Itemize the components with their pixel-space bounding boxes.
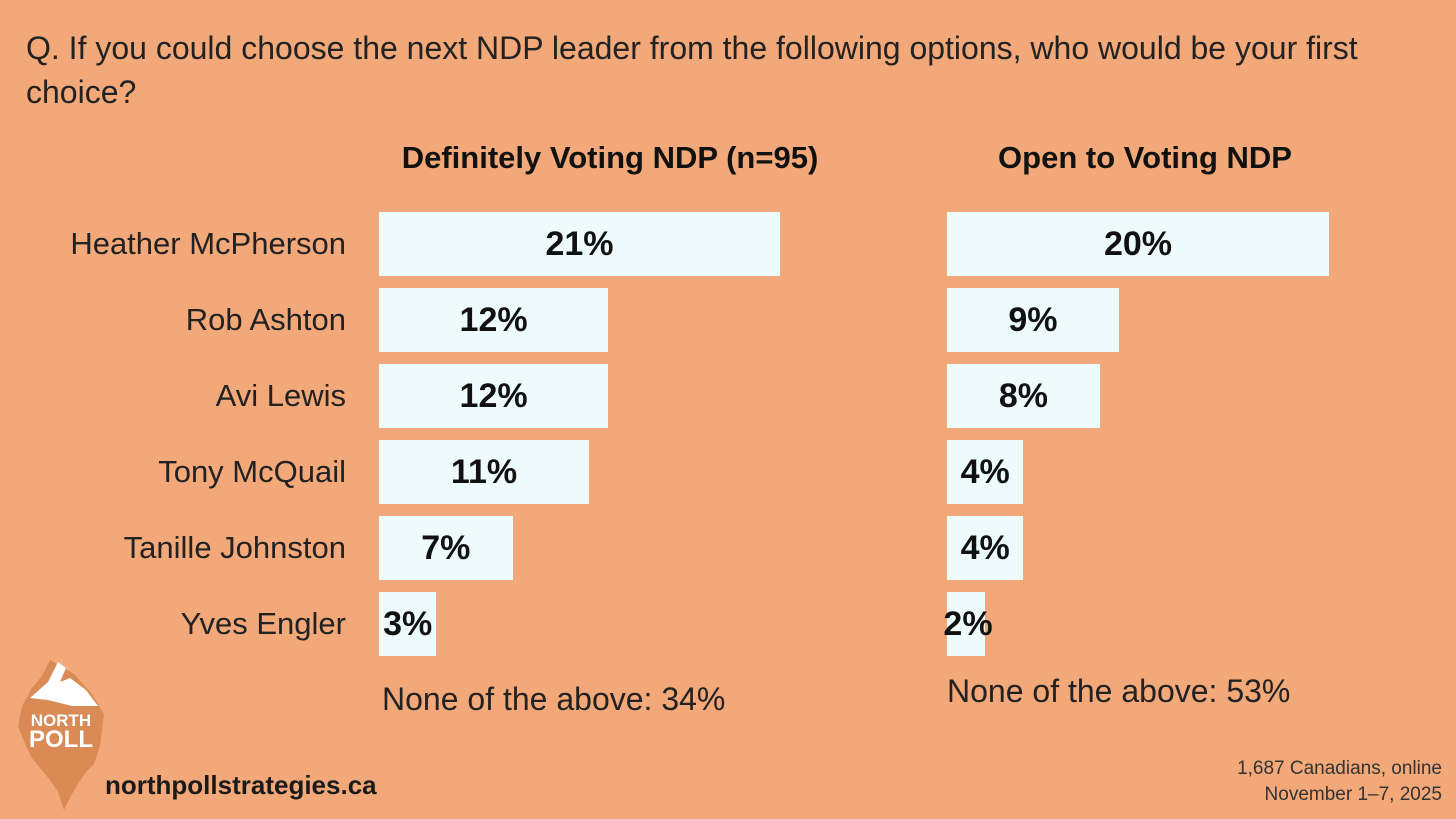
bar-open-5 [947,592,986,656]
bar-value-label: 9% [1008,301,1058,339]
candidate-label: Tony McQuail [158,454,346,489]
bar-definitely-1 [379,288,609,352]
question-text: Q. If you could choose the next NDP lead… [26,30,1358,110]
bar-value-label: 12% [459,301,528,339]
bar-value-label: 8% [998,377,1048,415]
none-note-definitely: None of the above: 34% [382,681,726,717]
footnote-dates: November 1–7, 2025 [1264,784,1442,805]
candidate-label: Heather McPherson [70,226,346,261]
bar-open-2 [947,364,1100,428]
footnote-sample: 1,687 Canadians, online [1237,758,1442,779]
north-poll-logo-icon: NORTH POLL [18,660,104,810]
bar-value-label: 12% [459,377,528,415]
candidate-label: Rob Ashton [185,302,346,337]
bar-definitely-5 [379,592,437,656]
bar-definitely-2 [379,364,609,428]
bar-value-label: 4% [960,453,1010,491]
bar-value-label: 3% [383,605,433,643]
bar-open-1 [947,288,1119,352]
logo-line2: POLL [29,726,93,753]
bar-definitely-4 [379,516,513,580]
bar-value-label: 2% [943,605,993,643]
bar-definitely-0 [379,212,780,276]
candidate-label: Avi Lewis [215,378,346,413]
panel-title-open: Open to Voting NDP [998,140,1292,175]
bar-definitely-3 [379,440,590,504]
bar-open-3 [947,440,1024,504]
bar-value-label: 7% [421,529,471,567]
panel-title-definitely: Definitely Voting NDP (n=95) [401,140,819,175]
bar-open-4 [947,516,1024,580]
bar-value-label: 20% [1103,225,1173,263]
bar-open-0 [947,212,1329,276]
none-note-open: None of the above: 53% [947,673,1291,709]
candidate-label: Yves Engler [180,606,346,641]
logo-line1: NORTH [31,711,91,730]
bar-value-label: 11% [450,453,518,491]
candidate-label: Tanille Johnston [123,530,346,565]
website-link[interactable]: northpollstrategies.ca [105,770,377,800]
bar-value-label: 21% [545,225,614,263]
bar-value-label: 4% [960,529,1010,567]
footnote: 1,687 Canadians, online November 1–7, 20… [1237,756,1442,808]
